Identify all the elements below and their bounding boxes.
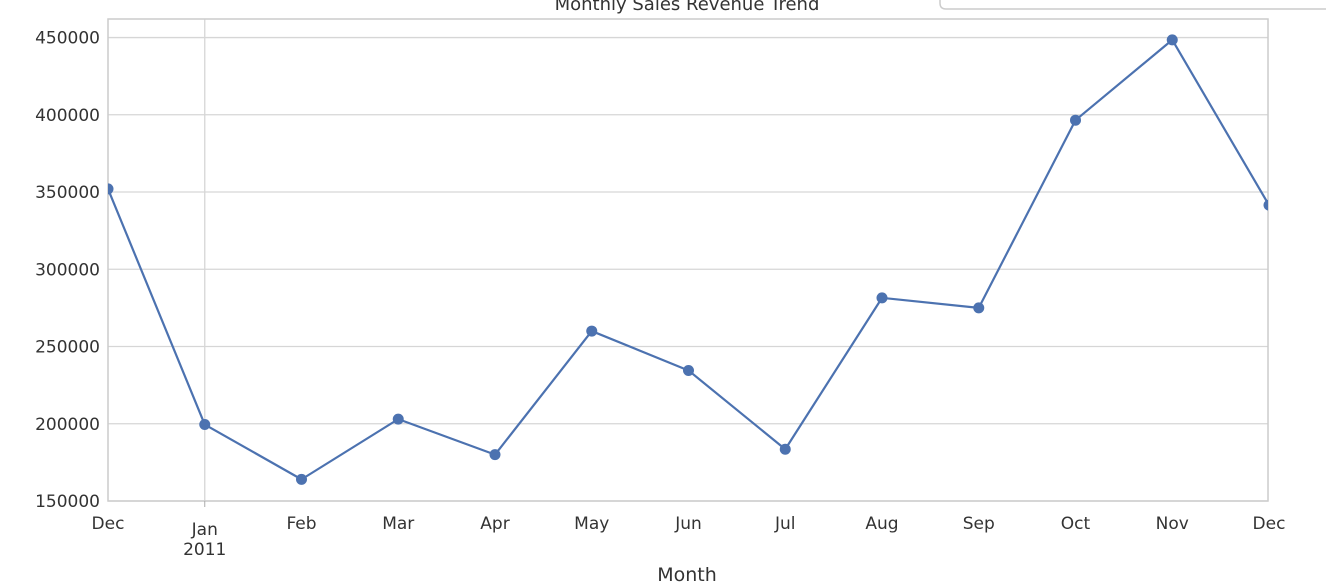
grid-lines (108, 19, 1268, 502)
x-tick-label: Dec (1253, 514, 1286, 534)
data-point (779, 443, 791, 455)
x-tick-label: Dec (92, 514, 125, 534)
x-tick-label: May (574, 514, 609, 534)
series-line (108, 38, 1268, 481)
y-tick-label: 200000 (35, 415, 100, 435)
y-axis-ticks: 150000 200000 250000 300000 350000 400000 4500… (35, 29, 100, 512)
x-tick-label: Sep (963, 514, 995, 534)
x-tick-label: Aug (865, 514, 898, 534)
series-layer (108, 34, 1268, 485)
x-tick-label: Mar (382, 514, 414, 534)
x-tick-sublabel: 2011 (183, 540, 226, 560)
x-tick-label: Jul (774, 514, 796, 534)
x-tick-label: Feb (286, 514, 316, 534)
data-point (199, 419, 211, 431)
x-tick-label: Nov (1156, 514, 1189, 534)
x-tick-label: Jan (191, 520, 218, 540)
data-point (1263, 199, 1268, 211)
data-point (392, 413, 404, 425)
chart-title: Monthly Sales Revenue Trend (555, 0, 820, 15)
data-point (586, 325, 598, 337)
data-point (876, 292, 888, 304)
y-tick-label: 350000 (35, 183, 100, 203)
data-point (1166, 34, 1178, 46)
y-tick-label: 400000 (35, 106, 100, 126)
data-point (489, 449, 501, 461)
data-point (973, 302, 985, 314)
x-tick-label: Oct (1061, 514, 1091, 534)
x-axis-title: Month (657, 564, 717, 586)
data-point (108, 183, 114, 195)
data-point (296, 473, 307, 485)
data-point (1070, 114, 1081, 126)
y-tick-label: 450000 (35, 29, 100, 49)
x-tick-label: Jun (674, 514, 702, 534)
y-tick-label: 300000 (35, 260, 100, 280)
x-tick-label: Apr (480, 514, 509, 534)
y-tick-label: 250000 (35, 338, 100, 358)
data-point (683, 364, 694, 376)
plot-frame (107, 18, 1269, 502)
y-tick-label: 150000 (35, 492, 100, 512)
legend-box (939, 0, 1326, 10)
